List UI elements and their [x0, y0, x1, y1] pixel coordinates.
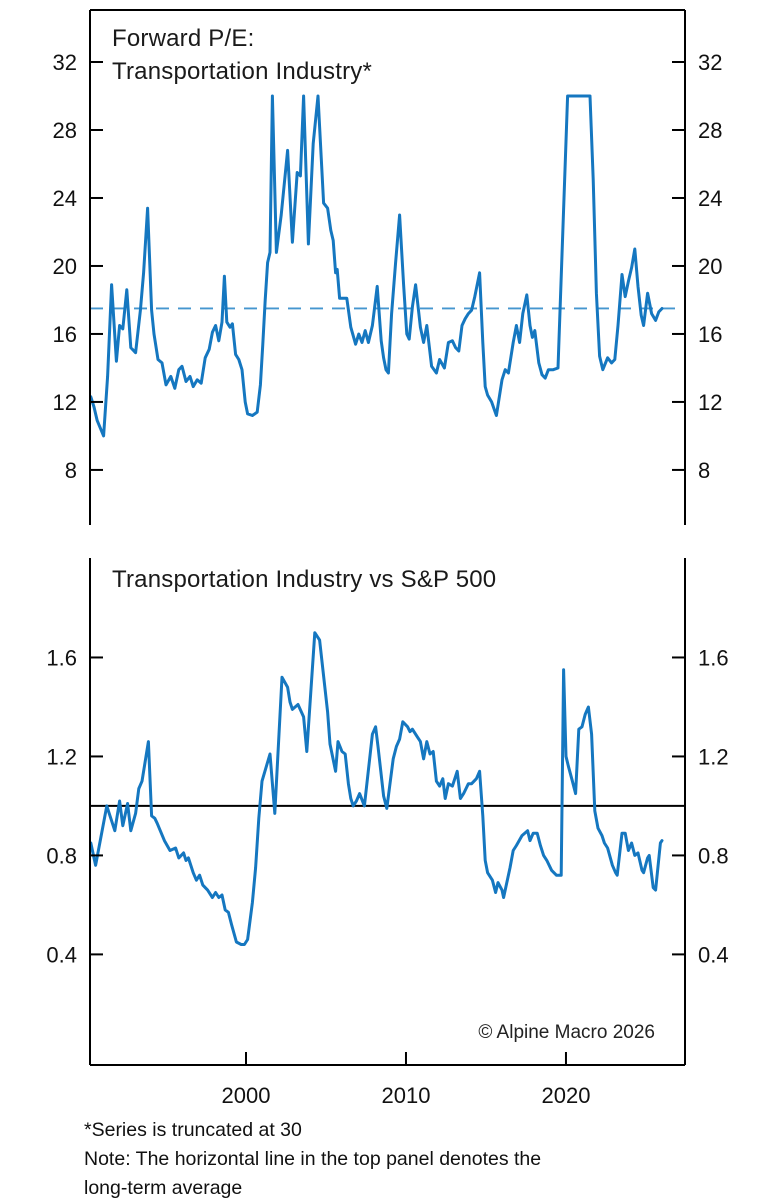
y-tick-label-right: 0.4 [698, 942, 729, 967]
y-tick-label-right: 16 [698, 322, 722, 347]
y-tick-label-left: 32 [53, 50, 77, 75]
y-tick-label-left: 20 [53, 254, 77, 279]
y-tick-label-left: 16 [53, 322, 77, 347]
y-tick-label-right: 1.2 [698, 744, 729, 769]
y-tick-label-left: 1.2 [46, 744, 77, 769]
x-tick-label: 2020 [541, 1083, 590, 1108]
y-tick-label-right: 8 [698, 458, 710, 483]
y-tick-label-left: 24 [53, 186, 77, 211]
y-tick-label-left: 8 [65, 458, 77, 483]
y-tick-label-left: 0.4 [46, 942, 77, 967]
y-tick-label-left: 0.8 [46, 843, 77, 868]
y-tick-label-right: 1.6 [698, 645, 729, 670]
top-panel-title: Forward P/E: Transportation Industry* [112, 22, 372, 88]
footnote-truncation: *Series is truncated at 30 [84, 1119, 302, 1141]
y-tick-label-left: 12 [53, 390, 77, 415]
copyright-text: © Alpine Macro 2026 [478, 1022, 655, 1043]
bottom-series-line [89, 631, 664, 946]
top-series-line [89, 94, 664, 438]
y-tick-label-right: 24 [698, 186, 722, 211]
y-tick-label-right: 12 [698, 390, 722, 415]
y-tick-label-right: 20 [698, 254, 722, 279]
footnotes: *Series is truncated at 30 Note: The hor… [84, 1116, 704, 1198]
x-tick-label: 2000 [222, 1083, 271, 1108]
top-panel-title-line1: Forward P/E: [112, 25, 255, 52]
y-tick-label-right: 32 [698, 50, 722, 75]
top-panel-title-line2: Transportation Industry* [112, 58, 373, 85]
y-tick-label-left: 1.6 [46, 645, 77, 670]
y-tick-label-right: 28 [698, 118, 722, 143]
bottom-panel-title: Transportation Industry vs S&P 500 [112, 566, 497, 593]
footnote-note-line1: Note: The horizontal line in the top pan… [84, 1148, 542, 1170]
y-tick-label-left: 28 [53, 118, 77, 143]
footnote-note-line2: long-term average [84, 1177, 243, 1198]
y-tick-label-right: 0.8 [698, 843, 729, 868]
x-tick-label: 2010 [382, 1083, 431, 1108]
